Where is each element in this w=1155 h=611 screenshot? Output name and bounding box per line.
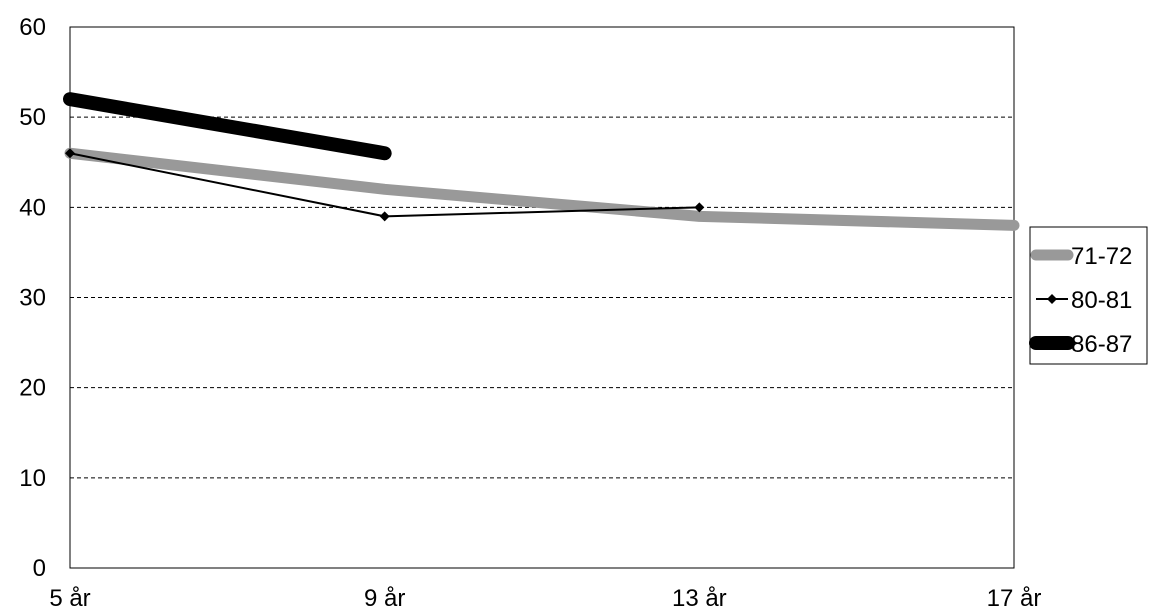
- legend: 71-72 80-81 86-87: [1029, 226, 1148, 365]
- x-tick-label: 9 år: [364, 585, 405, 611]
- series-layer: [63, 92, 1020, 231]
- legend-label: 71-72: [1071, 243, 1132, 270]
- plot-area-frame: [69, 26, 1015, 569]
- y-tick-label: 60: [19, 14, 46, 41]
- legend-label: 80-81: [1071, 287, 1132, 314]
- gridlines: [70, 116, 1014, 479]
- y-tick-label: 10: [19, 465, 46, 492]
- y-tick-label: 20: [19, 375, 46, 402]
- y-tick-label: 50: [19, 104, 46, 131]
- x-axis-ticks: 5 år 9 år 13 år 17 år: [49, 585, 1041, 611]
- x-tick-label: 13 år: [672, 585, 727, 611]
- y-tick-label: 40: [19, 194, 46, 221]
- series-line-71-72: [64, 147, 1020, 231]
- legend-marker: [1047, 294, 1057, 304]
- legend-label: 86-87: [1071, 331, 1132, 358]
- data-point-marker: [65, 148, 75, 159]
- y-tick-label: 0: [33, 555, 46, 582]
- series-line-86-87: [63, 92, 392, 161]
- y-tick-label: 30: [19, 285, 46, 312]
- data-point-marker: [379, 211, 390, 222]
- x-tick-label: 5 år: [49, 585, 90, 611]
- x-tick-label: 17 år: [987, 585, 1042, 611]
- y-axis-ticks: 0 10 20 30 40 50 60: [19, 14, 46, 582]
- data-point-marker: [694, 202, 705, 213]
